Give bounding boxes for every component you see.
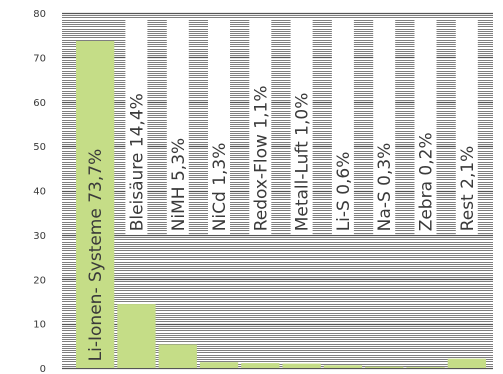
y-tick-label: 70 <box>33 53 46 64</box>
y-tick-label: 20 <box>33 275 46 286</box>
y-tick-label: 40 <box>33 187 46 198</box>
bar-8 <box>365 366 404 368</box>
y-tick-label: 0 <box>40 364 46 374</box>
bar-data-labels: Li-Ionen- Systeme 73,7% Bleisäure 14,4% Ni… <box>86 19 478 362</box>
y-tick-label: 10 <box>33 320 46 331</box>
bar-data-label-4: NiCd 1,3% <box>210 143 230 232</box>
bar-3 <box>158 344 197 368</box>
label-backing-10 <box>455 19 478 235</box>
bar-1 <box>76 41 115 368</box>
bar-data-label-7: Li-S 0,6% <box>334 152 354 232</box>
bar-7 <box>323 365 363 368</box>
bar-data-label-6: Metall-Luft 1,0% <box>293 93 313 232</box>
label-backing-2 <box>125 19 148 235</box>
bar-9 <box>406 367 445 368</box>
label-backing-6 <box>290 19 313 235</box>
label-backing-7 <box>331 19 354 235</box>
bar-5 <box>241 363 280 368</box>
bar-data-label-5: Redox-Flow 1,1% <box>251 86 271 232</box>
bar-data-label-10: Rest 2,1% <box>458 146 478 232</box>
label-backing-5 <box>249 19 272 235</box>
bar-6 <box>282 363 321 368</box>
bars <box>76 41 486 368</box>
bar-data-label-8: Na-S 0,3% <box>375 143 395 232</box>
y-tick-label: 80 <box>33 9 46 20</box>
bar-10 <box>447 358 486 368</box>
bar-data-label-3: NiMH 5,3% <box>169 138 189 231</box>
y-axis-tick-labels: 0 10 20 30 40 50 60 70 80 <box>33 9 46 374</box>
y-tick-label: 50 <box>33 142 46 153</box>
y-tick-label: 30 <box>33 231 46 242</box>
bar-data-label-1: Li-Ionen- Systeme 73,7% <box>86 149 106 362</box>
bar-4 <box>199 362 239 368</box>
bar-data-label-2: Bleisäure 14,4% <box>127 93 147 231</box>
y-tick-label: 60 <box>33 98 46 109</box>
label-backing-8 <box>373 19 396 235</box>
label-backing-9 <box>414 19 437 235</box>
bar-2 <box>117 304 156 368</box>
label-backing-4 <box>208 19 230 235</box>
label-backing-3 <box>166 19 189 235</box>
bar-data-label-9: Zebra 0,2% <box>417 132 437 231</box>
